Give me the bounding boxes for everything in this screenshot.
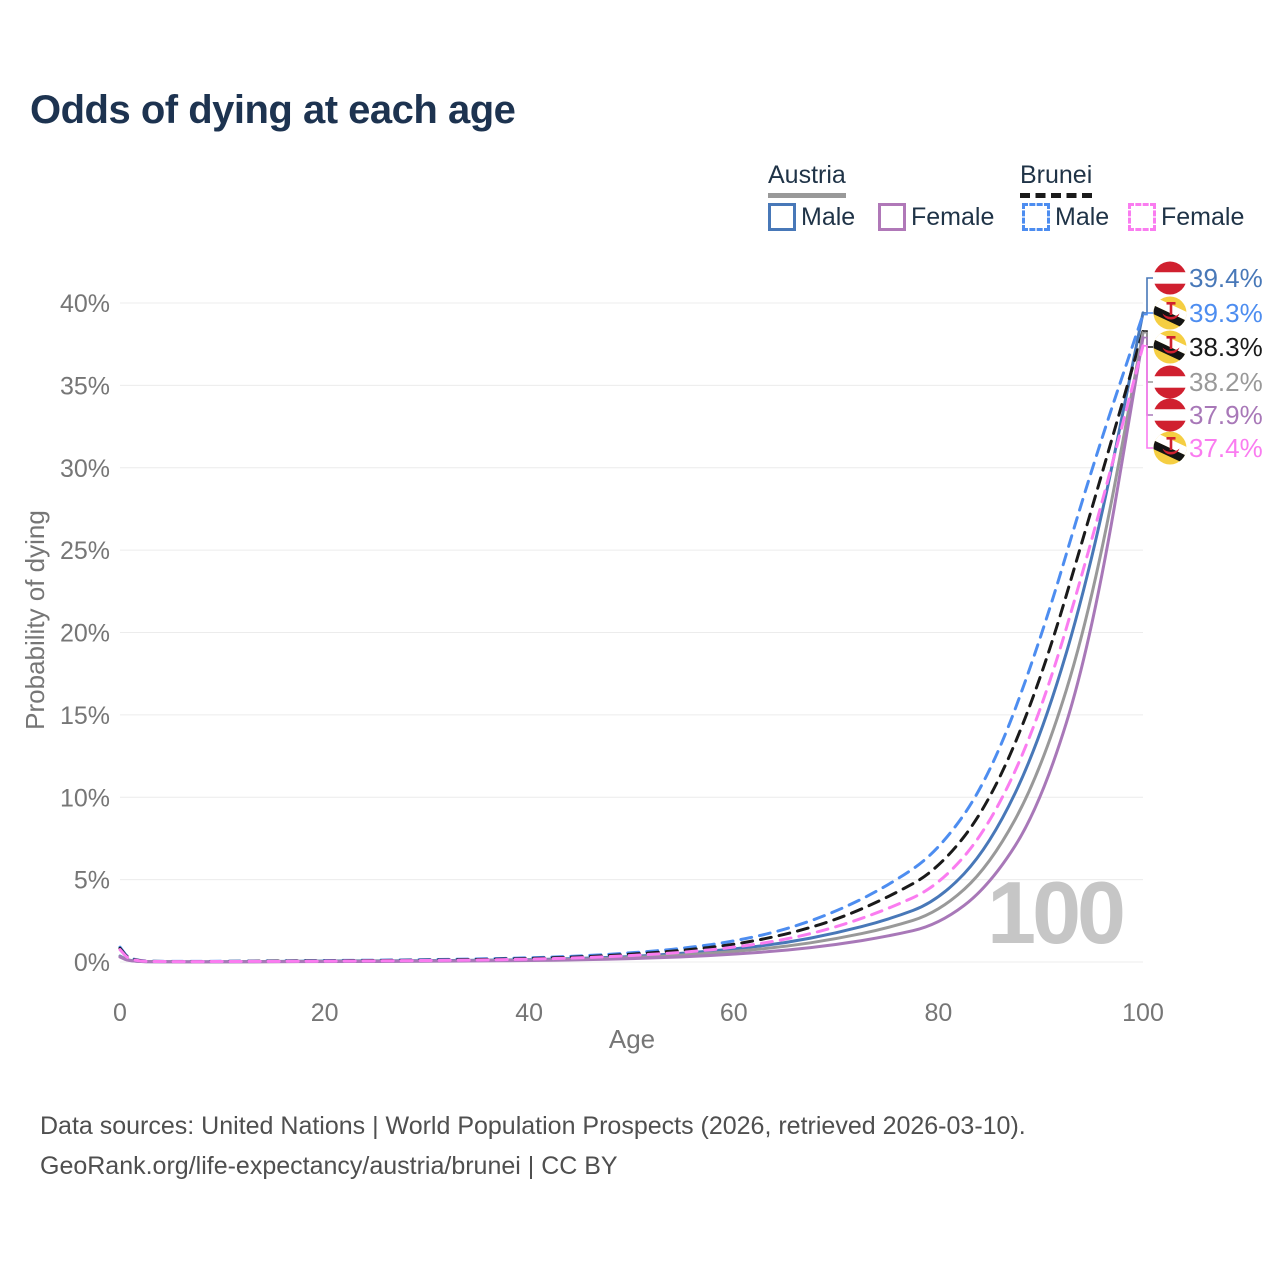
leader-line [1143, 312, 1153, 316]
end-value-label: 37.4% [1189, 433, 1263, 463]
end-labels: 39.4% 39.3% 38.3% 38.2%37.9%37.4% [1143, 261, 1263, 465]
x-tick-label: 40 [515, 999, 543, 1027]
y-tick-label: 10% [60, 784, 110, 812]
leader-line [1143, 331, 1153, 383]
mortality-line-chart: 0% 5% 10% 15% 20% 25% 30% 35% 40% 0 20 40 60 80 100 10… [20, 261, 1263, 1054]
data-sources-line: Data sources: United Nations | World Pop… [40, 1112, 1026, 1140]
legend-item-brunei-male[interactable]: Male [1022, 202, 1109, 232]
y-tick-label: 30% [60, 455, 110, 483]
attribution-line: GeoRank.org/life-expectancy/austria/brun… [40, 1152, 618, 1180]
brunei-flag-icon [1153, 330, 1187, 364]
austria-flag-icon [1153, 261, 1187, 295]
x-tick-label: 20 [311, 999, 339, 1027]
brunei-flag-icon [1153, 431, 1187, 465]
end-value-label: 39.3% [1189, 298, 1263, 328]
end-value-label: 38.2% [1189, 367, 1263, 397]
end-value-label: 37.9% [1189, 400, 1263, 430]
gridlines: 0% 5% 10% 15% 20% 25% 30% 35% 40% 0 20 40 60 80 100 [60, 290, 1164, 1027]
austria-female-swatch-icon [878, 203, 906, 231]
series-line-brunei-female [118, 344, 1145, 964]
austria-flag-icon [1153, 365, 1187, 399]
brunei-male-swatch-icon [1022, 203, 1050, 231]
x-axis-title: Age [609, 1024, 655, 1054]
age-cursor-watermark: 100 [987, 863, 1123, 962]
leader-line [1143, 345, 1153, 449]
legend-item-austria-male[interactable]: Male [768, 202, 855, 232]
x-tick-label: 100 [1122, 999, 1164, 1027]
austria-male-swatch-icon [768, 203, 796, 231]
end-value-label: 39.4% [1189, 263, 1263, 293]
legend-item-brunei-female[interactable]: Female [1128, 202, 1244, 232]
y-tick-label: 35% [60, 372, 110, 400]
legend-item-label: Male [1055, 202, 1110, 231]
y-tick-label: 40% [60, 290, 110, 318]
legend-item-label: Female [1161, 202, 1245, 231]
x-tick-label: 80 [924, 999, 952, 1027]
y-tick-label: 5% [74, 867, 110, 895]
y-axis-title: Probability of dying [20, 510, 50, 730]
austria-flag-icon [1153, 398, 1187, 432]
y-tick-label: 20% [60, 620, 110, 648]
leader-line [1143, 277, 1153, 314]
legend-item-label: Female [911, 202, 995, 231]
legend-item-austria-female[interactable]: Female [878, 202, 994, 232]
footer: Data sources: United Nations | World Pop… [40, 1106, 1190, 1186]
legend-group-austria: Austria [768, 161, 846, 198]
series-lines [118, 311, 1145, 964]
y-tick-label: 0% [74, 949, 110, 977]
end-value-label: 38.3% [1189, 332, 1263, 362]
x-tick-label: 60 [720, 999, 748, 1027]
legend-group-brunei: Brunei [1020, 161, 1093, 198]
legend: Austria Brunei Male Female Male Female [0, 0, 1280, 250]
x-tick-label: 0 [113, 999, 127, 1027]
page-title: Odds of dying at each age [30, 88, 516, 132]
leader-line [1143, 336, 1153, 416]
brunei-female-swatch-icon [1128, 203, 1156, 231]
y-tick-label: 15% [60, 702, 110, 730]
legend-item-label: Male [801, 202, 856, 231]
brunei-flag-icon [1153, 296, 1187, 330]
y-tick-label: 25% [60, 537, 110, 565]
